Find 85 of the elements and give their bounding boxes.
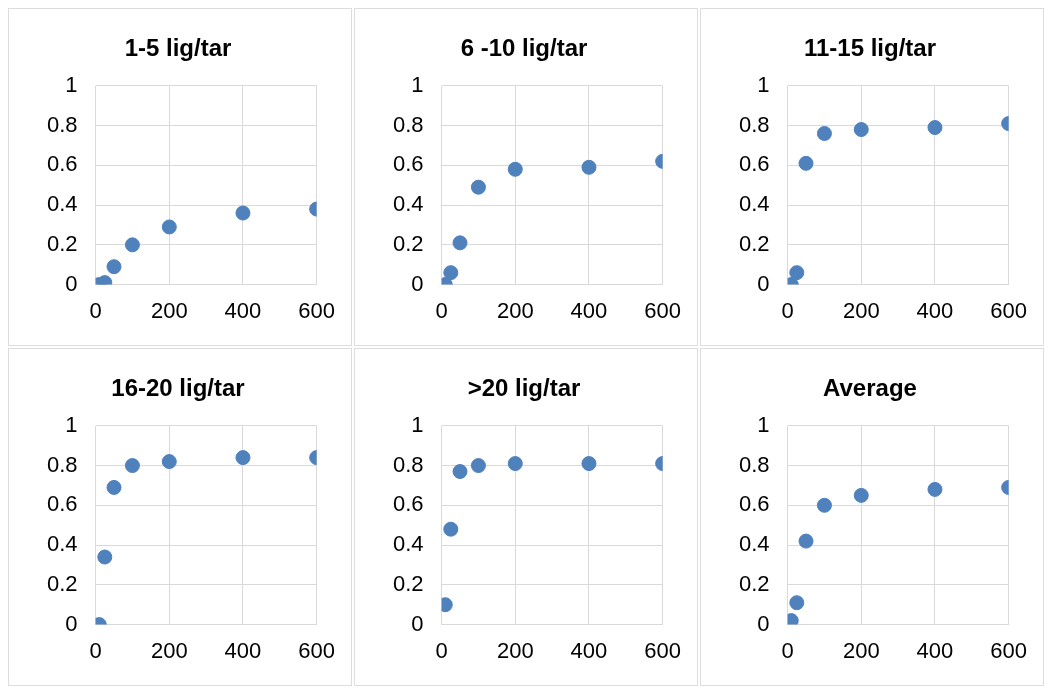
y-tick-label: 0 bbox=[411, 270, 424, 296]
x-tick-label: 200 bbox=[496, 637, 534, 663]
point bbox=[789, 595, 805, 611]
y-tick-label: 0.4 bbox=[738, 191, 770, 217]
y-tick-label: 0.6 bbox=[738, 151, 770, 177]
y-tick-label: 0 bbox=[65, 610, 78, 636]
y-tick-label: 0.4 bbox=[392, 191, 424, 217]
x-tick-label: 600 bbox=[990, 637, 1028, 663]
y-tick-label: 0 bbox=[757, 270, 770, 296]
point bbox=[816, 497, 832, 513]
chart-title: 16-20 lig/tar bbox=[111, 374, 245, 402]
x-tick-label: 0 bbox=[89, 637, 102, 663]
point bbox=[853, 122, 869, 138]
point bbox=[106, 479, 122, 495]
point bbox=[443, 265, 459, 281]
y-tick-label: 1 bbox=[411, 411, 424, 437]
x-tick-label: 0 bbox=[435, 297, 448, 323]
y-tick-label: 0.4 bbox=[738, 531, 770, 557]
y-tick-label: 0.2 bbox=[46, 570, 78, 596]
point bbox=[798, 533, 814, 549]
y-tick-label: 0.8 bbox=[392, 111, 424, 137]
point bbox=[124, 458, 140, 474]
x-tick-label: 400 bbox=[916, 637, 954, 663]
y-tick-label: 1 bbox=[411, 71, 424, 97]
point bbox=[470, 458, 486, 474]
y-tick-label: 0.4 bbox=[46, 531, 78, 557]
y-tick-label: 0.6 bbox=[738, 491, 770, 517]
y-tick-label: 0.8 bbox=[738, 111, 770, 137]
x-tick-label: 200 bbox=[842, 637, 880, 663]
x-tick-label: 600 bbox=[990, 297, 1028, 323]
y-tick-label: 0.6 bbox=[392, 491, 424, 517]
y-tick-label: 0.6 bbox=[46, 151, 78, 177]
x-tick-label: 400 bbox=[224, 637, 262, 663]
chart-title: 1-5 lig/tar bbox=[124, 34, 232, 62]
point bbox=[452, 464, 468, 480]
point bbox=[507, 456, 523, 472]
y-tick-label: 1 bbox=[65, 411, 78, 437]
chart-title: 6 -10 lig/tar bbox=[460, 34, 588, 62]
point bbox=[443, 521, 459, 537]
y-tick-label: 0.8 bbox=[46, 111, 78, 137]
point bbox=[452, 235, 468, 251]
x-tick-label: 0 bbox=[435, 637, 448, 663]
y-tick-label: 1 bbox=[757, 71, 770, 97]
y-tick-label: 1 bbox=[757, 411, 770, 437]
y-tick-label: 0.8 bbox=[46, 451, 78, 477]
chart-title: >20 lig/tar bbox=[467, 374, 581, 402]
x-tick-label: 0 bbox=[781, 297, 794, 323]
x-tick-label: 200 bbox=[842, 297, 880, 323]
x-tick-label: 200 bbox=[150, 297, 188, 323]
point bbox=[470, 179, 486, 195]
y-tick-label: 0.2 bbox=[46, 230, 78, 256]
x-tick-label: 0 bbox=[89, 297, 102, 323]
y-tick-label: 0.4 bbox=[392, 531, 424, 557]
point bbox=[816, 126, 832, 142]
y-tick-label: 0.2 bbox=[392, 570, 424, 596]
y-tick-label: 0.2 bbox=[738, 230, 770, 256]
y-tick-label: 0.6 bbox=[46, 491, 78, 517]
x-tick-label: 600 bbox=[298, 637, 336, 663]
chart-title: 11-15 lig/tar bbox=[803, 34, 937, 62]
y-tick-label: 0.6 bbox=[392, 151, 424, 177]
y-tick-label: 0.8 bbox=[392, 451, 424, 477]
point bbox=[507, 161, 523, 177]
x-tick-label: 600 bbox=[298, 297, 336, 323]
x-tick-label: 400 bbox=[570, 637, 608, 663]
y-tick-label: 0 bbox=[65, 270, 78, 296]
point bbox=[161, 454, 177, 470]
y-tick-label: 0.8 bbox=[738, 451, 770, 477]
y-tick-label: 0.2 bbox=[392, 230, 424, 256]
x-tick-label: 400 bbox=[224, 297, 262, 323]
x-tick-label: 200 bbox=[150, 637, 188, 663]
x-tick-label: 0 bbox=[781, 637, 794, 663]
x-tick-label: 600 bbox=[644, 297, 682, 323]
x-tick-label: 400 bbox=[916, 297, 954, 323]
x-tick-label: 600 bbox=[644, 637, 682, 663]
y-tick-label: 0 bbox=[757, 610, 770, 636]
y-tick-label: 0.2 bbox=[738, 570, 770, 596]
point bbox=[97, 549, 113, 565]
y-tick-label: 0 bbox=[411, 610, 424, 636]
y-tick-label: 1 bbox=[65, 71, 78, 97]
chart-title: Average bbox=[823, 374, 917, 402]
y-tick-label: 0.4 bbox=[46, 191, 78, 217]
x-tick-label: 400 bbox=[570, 297, 608, 323]
x-tick-label: 200 bbox=[496, 297, 534, 323]
point bbox=[798, 155, 814, 171]
point bbox=[853, 487, 869, 503]
